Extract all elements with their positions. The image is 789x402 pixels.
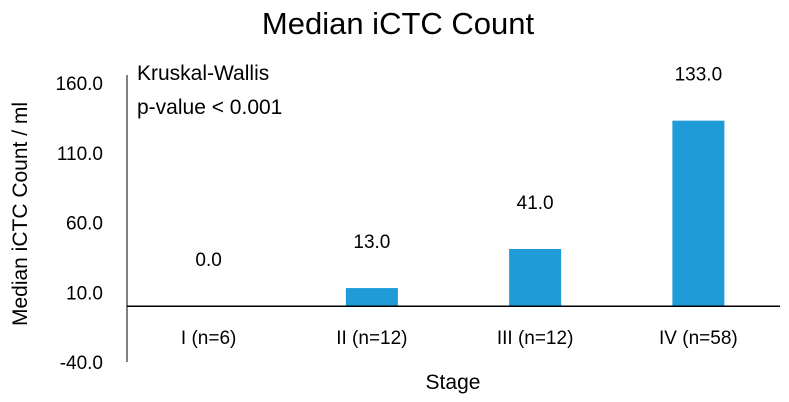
x-axis-ticks: I (n=6) II (n=12) III (n=12) IV (n=58)	[181, 328, 738, 349]
data-labels: 0.0 13.0 41.0 133.0	[195, 65, 722, 272]
data-label: 133.0	[675, 65, 723, 86]
chart-title: Median iCTC Count	[262, 6, 535, 41]
y-tick-label: 60.0	[66, 214, 103, 235]
x-tick-label: III (n=12)	[497, 328, 574, 349]
y-axis-title: Median iCTC Count / ml	[9, 102, 32, 326]
bar	[345, 288, 398, 307]
bar	[509, 249, 562, 307]
y-tick-label: 110.0	[57, 144, 103, 165]
x-tick-label: IV (n=58)	[659, 328, 738, 349]
y-axis-ticks: -40.0 10.0 60.0 110.0 160.0	[55, 74, 103, 374]
data-label: 0.0	[195, 250, 221, 271]
stat-annotation-line-2: p-value < 0.001	[137, 96, 282, 119]
y-tick-label: 10.0	[66, 283, 103, 304]
bar	[672, 120, 725, 307]
y-tick-label: 160.0	[55, 74, 103, 95]
y-tick-label: -40.0	[60, 353, 103, 374]
x-tick-label: II (n=12)	[336, 328, 407, 349]
x-axis-title: Stage	[426, 371, 481, 394]
x-tick-label: I (n=6)	[181, 328, 236, 349]
stat-annotation-line-1: Kruskal-Wallis	[137, 62, 269, 85]
data-label: 13.0	[353, 232, 390, 253]
bars	[345, 120, 725, 307]
data-label: 41.0	[517, 193, 554, 214]
